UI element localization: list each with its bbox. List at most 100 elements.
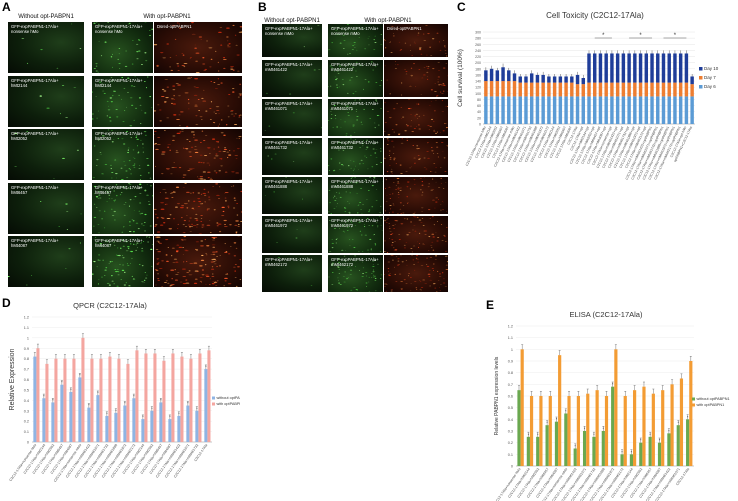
y-tick-label: 200 (475, 61, 481, 65)
bar-segment (673, 96, 677, 124)
bar-segment (621, 96, 626, 124)
bar (105, 415, 109, 442)
significance-star: * (178, 411, 180, 416)
tile-label: GFP-expPABPN1-17Ala+ hMt2052 (95, 131, 143, 141)
bar-segment (518, 82, 522, 97)
significance-star: * (106, 411, 108, 416)
tile-label: GFP-expPABPN1-17Ala+ mMt461732 (331, 140, 379, 150)
bar-segment (627, 53, 631, 83)
bar-segment (627, 96, 631, 124)
bar (567, 396, 571, 466)
cell-toxicity-chart: Cell Toxicity (C2C12-17Ala) Cell survival… (457, 11, 719, 180)
bar-segment (627, 82, 631, 97)
bar-segment (638, 53, 643, 83)
y-tick-label: 0.7 (508, 383, 513, 387)
bar (99, 358, 103, 442)
bar-segment (552, 96, 557, 124)
bar (582, 431, 587, 466)
y-tick-label: 1 (511, 348, 513, 352)
bar-segment (552, 82, 557, 97)
bar-segment (598, 53, 603, 83)
bar-segment (512, 96, 517, 124)
y-tick-label: 100 (475, 92, 481, 96)
bar-segment (593, 96, 597, 124)
bar-segment (501, 81, 505, 97)
panel-a-without-tile: GFP-expPABPN1-17Ala+ hMt6457 (8, 182, 84, 234)
bar (633, 390, 637, 466)
bar (679, 378, 684, 466)
y-tick-label: 0.2 (508, 441, 513, 445)
y-tick-label: 0.6 (508, 395, 513, 399)
y-tick-label: 1.1 (24, 326, 29, 330)
panel-a-without-tile: GFP-expPABPN1-17Ala+ hMt2144 (8, 75, 84, 127)
bar (586, 393, 590, 466)
bar-segment (615, 96, 620, 124)
legend-label: without optPABPN1 (697, 397, 730, 401)
bar-segment (564, 82, 568, 97)
bar (168, 419, 172, 442)
bar (96, 395, 100, 442)
legend-swatch (699, 76, 703, 80)
bar (126, 363, 130, 442)
chart-title: ELISA (C2C12-17Ala) (570, 310, 643, 319)
bar-segment (667, 82, 671, 97)
panel-b-dsred-tile (384, 138, 448, 175)
legend-label: with optPABPN1 (217, 402, 241, 406)
bar-segment (524, 96, 528, 124)
panel-b-dsred-tile: Dsred-optPABPN1 (384, 24, 448, 57)
bar (648, 436, 652, 466)
panel-b-without-tile: GFP-expPABPN1-17Ala+ mMt461888 (262, 177, 322, 214)
tile-label: GFP-expPABPN1-17Ala+ nonsense hMo (95, 24, 143, 34)
significance-star: * (631, 449, 633, 454)
panel-a-without-tile: GFP-expPABPN1-17Ala+ nonsense hMo (8, 22, 84, 73)
bar-segment (593, 82, 597, 97)
bar-segment (678, 82, 683, 97)
bar-segment (633, 96, 637, 124)
tile-label: GFP-expPABPN1-17Ala+ hMt6457 (11, 184, 59, 195)
significance-star: * (133, 393, 135, 398)
bar (661, 390, 665, 466)
bar-segment (547, 76, 551, 83)
bar-segment (501, 67, 505, 82)
bar (623, 396, 627, 466)
bar (180, 356, 184, 442)
significance-star: * (88, 403, 90, 408)
bar (153, 353, 157, 442)
y-tick-label: 140 (475, 80, 481, 84)
y-tick-label: 260 (475, 43, 481, 47)
bar (114, 412, 118, 442)
panel-a-dsred-tile (154, 75, 242, 127)
bar-segment (684, 82, 689, 97)
bar-segment (610, 96, 614, 124)
y-tick-label: 0.9 (24, 347, 29, 351)
bar-segment (633, 53, 637, 83)
panel-a-with-header: With opt-PABPN1 (143, 14, 191, 20)
panel-b-without-tile: GFP-expPABPN1-17Ala+ nonsense mMo (262, 24, 322, 57)
legend-swatch (212, 402, 215, 406)
bar-segment (604, 53, 608, 83)
bar (576, 396, 580, 466)
bar-segment (604, 96, 608, 124)
bar-segment (558, 96, 563, 124)
tile-label: GFP-expPABPN1-17Ala+ mMt461071 (331, 101, 379, 111)
bar-segment (644, 96, 649, 124)
panel-a-dsred-tile (154, 129, 242, 180)
panel-b-with-gfp-tile: GFP-expPABPN1-17Ala+ mMt461972 (328, 216, 383, 253)
bar (204, 369, 208, 442)
bar (45, 363, 49, 442)
bar-segment (507, 70, 511, 82)
bar-segment (564, 96, 568, 124)
bar (536, 436, 540, 466)
significance-star: * (151, 406, 153, 411)
bar-segment (570, 82, 574, 97)
legend-label: Day 7 (704, 75, 716, 80)
bar-segment (484, 70, 488, 82)
tile-label: GFP-expPABPN1-17Ala+ hMt2052 (11, 131, 59, 141)
bar (108, 356, 112, 442)
y-tick-label: 1.2 (508, 325, 513, 329)
bar (545, 425, 549, 466)
bar-segment (524, 82, 528, 97)
legend-swatch (212, 396, 215, 400)
bar (60, 384, 64, 442)
bar (42, 398, 46, 442)
